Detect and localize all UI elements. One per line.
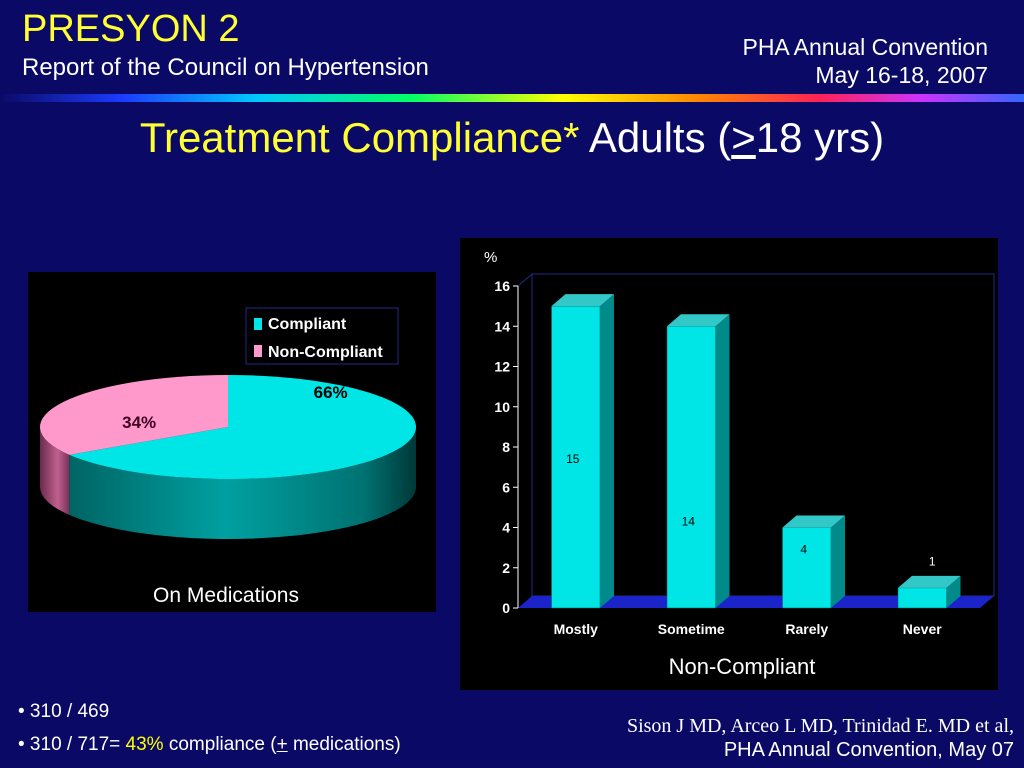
x-category-label: Never: [903, 621, 942, 637]
slide-header-title: PRESYON 2: [22, 8, 240, 50]
pie-side-non-compliant: [40, 427, 70, 515]
slide-title-symbol: >: [731, 114, 756, 161]
legend-swatch-non-compliant: [254, 345, 262, 357]
chart-floor: [518, 596, 994, 608]
bar-front: [666, 326, 716, 609]
bar-value-label: 14: [682, 514, 696, 528]
y-tick-label: 8: [502, 439, 510, 455]
pie-caption: On Medications: [153, 584, 299, 607]
legend-label-non-compliant: Non-Compliant: [268, 344, 383, 361]
bullet-2: • 310 / 717= 43% compliance (+ medicatio…: [18, 734, 401, 756]
slide-title-pre: Adults (: [579, 114, 732, 161]
bar-chart: 0 2 4 6 8 10 12 14 16 15 Mostly 14 Sometime 4 Rarely 1 N…: [484, 249, 995, 679]
x-category-label: Mostly: [554, 621, 599, 637]
bar-side: [600, 294, 615, 608]
pie-slice-compliant: [69, 375, 416, 479]
pie-value-label-compliant: 66%: [314, 383, 348, 402]
y-tick-label: 16: [494, 278, 510, 294]
pie-chart-panel: 66% 34% Compliant Non-Compliant On Medica…: [28, 272, 436, 612]
pie-slice-non-compliant: [40, 375, 229, 455]
event-info: PHA Annual Convention May 16-18, 2007: [742, 33, 988, 89]
y-tick-label: 0: [502, 600, 510, 616]
chart-side-wall: [517, 273, 533, 608]
bar-top: [666, 314, 730, 327]
bullet-2-symbol: +: [276, 734, 288, 755]
y-tick-label: 12: [494, 359, 510, 375]
bar-top: [897, 575, 961, 588]
bar-value-label: 15: [566, 452, 580, 466]
bar-side: [946, 575, 961, 608]
bar-chart-panel: 0 2 4 6 8 10 12 14 16 15 Mostly 14 Sometime 4 Rarely 1 N…: [460, 238, 998, 690]
citation-authors: Sison J MD, Arceo L MD, Trinidad E. MD e…: [626, 715, 1014, 737]
x-category-label: Sometime: [658, 621, 725, 637]
event-date: May 16-18, 2007: [815, 62, 988, 88]
x-category-label: Rarely: [785, 621, 828, 637]
pie-chart: 66% 34% Compliant Non-Compliant On Medica…: [40, 307, 416, 607]
legend-swatch-compliant: [254, 318, 262, 330]
y-tick-label: 10: [494, 399, 510, 415]
pie-legend-box: [245, 307, 399, 365]
pie-side-compliant: [69, 427, 416, 539]
pie-value-label-non-compliant: 34%: [122, 413, 156, 432]
citation: Sison J MD, Arceo L MD, Trinidad E. MD e…: [627, 714, 1014, 762]
bar-value-label: 4: [800, 543, 807, 557]
y-axis-label: %: [484, 249, 497, 266]
bar-value-label: 1: [929, 555, 936, 569]
bullet-2-mid: compliance (: [163, 734, 277, 755]
bar-front: [782, 527, 832, 609]
bar-top: [551, 294, 615, 307]
slide-title: Treatment Compliance* Adults (>18 yrs): [0, 112, 1024, 164]
bar-top: [782, 515, 846, 528]
bullet-2-highlight: 43%: [125, 734, 164, 755]
bar-front: [897, 587, 947, 609]
y-tick-label: 6: [502, 479, 510, 495]
bullet-1: • 310 / 469: [18, 701, 110, 722]
y-tick-label: 4: [502, 520, 510, 536]
slide-title-main: Treatment Compliance*: [139, 114, 580, 161]
y-tick-label: 2: [502, 560, 510, 576]
slide-header-subtitle: Report of the Council on Hypertension: [22, 54, 429, 81]
bullet-2-pre: • 310 / 717=: [18, 734, 126, 755]
bar-side: [831, 515, 846, 608]
bullet-2-post: medications): [287, 734, 401, 755]
citation-source: PHA Annual Convention, May 07: [723, 739, 1014, 761]
event-name: PHA Annual Convention: [742, 34, 988, 60]
legend-label-compliant: Compliant: [268, 316, 347, 333]
y-tick-label: 14: [494, 318, 510, 334]
bar-front: [551, 305, 601, 609]
slide-title-post: 18 yrs): [755, 114, 885, 161]
bar-caption: Non-Compliant: [669, 654, 816, 679]
rainbow-divider: [0, 94, 1024, 102]
bar-side: [715, 314, 730, 608]
